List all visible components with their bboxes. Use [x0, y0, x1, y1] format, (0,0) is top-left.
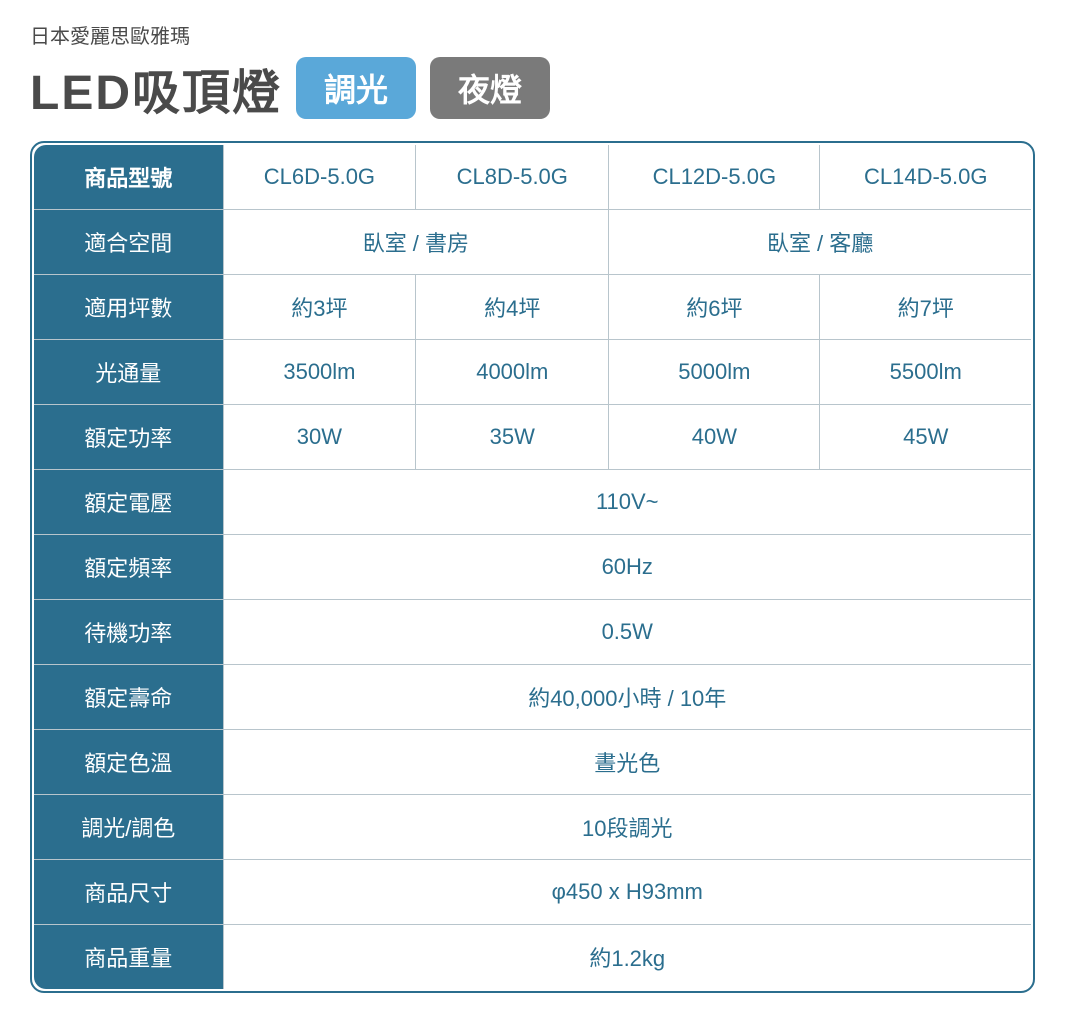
badge-nightlight: 夜燈	[430, 57, 550, 119]
spec-table: 商品型號 CL6D-5.0G CL8D-5.0G CL12D-5.0G CL14…	[32, 143, 1033, 991]
cell-power-2: 40W	[609, 405, 820, 470]
spec-table-wrapper: 商品型號 CL6D-5.0G CL8D-5.0G CL12D-5.0G CL14…	[30, 141, 1035, 993]
row-power: 額定功率 30W 35W 40W 45W	[33, 405, 1032, 470]
cell-lumen-1: 4000lm	[416, 340, 609, 405]
label-dimming: 調光/調色	[33, 795, 223, 860]
row-colortemp: 額定色溫 晝光色	[33, 730, 1032, 795]
label-voltage: 額定電壓	[33, 470, 223, 535]
cell-model-0: CL6D-5.0G	[223, 144, 416, 210]
cell-weight: 約1.2kg	[223, 925, 1032, 991]
label-size: 商品尺寸	[33, 860, 223, 925]
cell-space-0: 臥室 / 書房	[223, 210, 609, 275]
cell-freq: 60Hz	[223, 535, 1032, 600]
cell-space-1: 臥室 / 客廳	[609, 210, 1032, 275]
cell-area-3: 約7坪	[820, 275, 1032, 340]
cell-area-2: 約6坪	[609, 275, 820, 340]
row-size: 商品尺寸 φ450 x H93mm	[33, 860, 1032, 925]
cell-model-3: CL14D-5.0G	[820, 144, 1032, 210]
label-model: 商品型號	[33, 144, 223, 210]
label-standby: 待機功率	[33, 600, 223, 665]
label-space: 適合空間	[33, 210, 223, 275]
subtitle: 日本愛麗思歐雅瑪	[30, 20, 1035, 49]
cell-area-0: 約3坪	[223, 275, 416, 340]
label-power: 額定功率	[33, 405, 223, 470]
cell-power-0: 30W	[223, 405, 416, 470]
badge-dimming: 調光	[296, 57, 416, 119]
cell-standby: 0.5W	[223, 600, 1032, 665]
cell-lumen-2: 5000lm	[609, 340, 820, 405]
header: 日本愛麗思歐雅瑪 LED吸頂燈 調光 夜燈	[30, 20, 1035, 123]
row-model: 商品型號 CL6D-5.0G CL8D-5.0G CL12D-5.0G CL14…	[33, 144, 1032, 210]
label-freq: 額定頻率	[33, 535, 223, 600]
cell-dimming: 10段調光	[223, 795, 1032, 860]
label-colortemp: 額定色溫	[33, 730, 223, 795]
cell-lifespan: 約40,000小時 / 10年	[223, 665, 1032, 730]
cell-area-1: 約4坪	[416, 275, 609, 340]
label-lumen: 光通量	[33, 340, 223, 405]
row-weight: 商品重量 約1.2kg	[33, 925, 1032, 991]
main-title: LED吸頂燈	[30, 53, 282, 123]
cell-lumen-3: 5500lm	[820, 340, 1032, 405]
cell-power-1: 35W	[416, 405, 609, 470]
cell-colortemp: 晝光色	[223, 730, 1032, 795]
row-dimming: 調光/調色 10段調光	[33, 795, 1032, 860]
row-lifespan: 額定壽命 約40,000小時 / 10年	[33, 665, 1032, 730]
row-standby: 待機功率 0.5W	[33, 600, 1032, 665]
cell-size: φ450 x H93mm	[223, 860, 1032, 925]
row-freq: 額定頻率 60Hz	[33, 535, 1032, 600]
label-lifespan: 額定壽命	[33, 665, 223, 730]
cell-model-2: CL12D-5.0G	[609, 144, 820, 210]
label-area: 適用坪數	[33, 275, 223, 340]
row-space: 適合空間 臥室 / 書房 臥室 / 客廳	[33, 210, 1032, 275]
cell-voltage: 110V~	[223, 470, 1032, 535]
row-voltage: 額定電壓 110V~	[33, 470, 1032, 535]
cell-lumen-0: 3500lm	[223, 340, 416, 405]
title-row: LED吸頂燈 調光 夜燈	[30, 53, 1035, 123]
label-weight: 商品重量	[33, 925, 223, 991]
cell-power-3: 45W	[820, 405, 1032, 470]
cell-model-1: CL8D-5.0G	[416, 144, 609, 210]
row-lumen: 光通量 3500lm 4000lm 5000lm 5500lm	[33, 340, 1032, 405]
row-area: 適用坪數 約3坪 約4坪 約6坪 約7坪	[33, 275, 1032, 340]
